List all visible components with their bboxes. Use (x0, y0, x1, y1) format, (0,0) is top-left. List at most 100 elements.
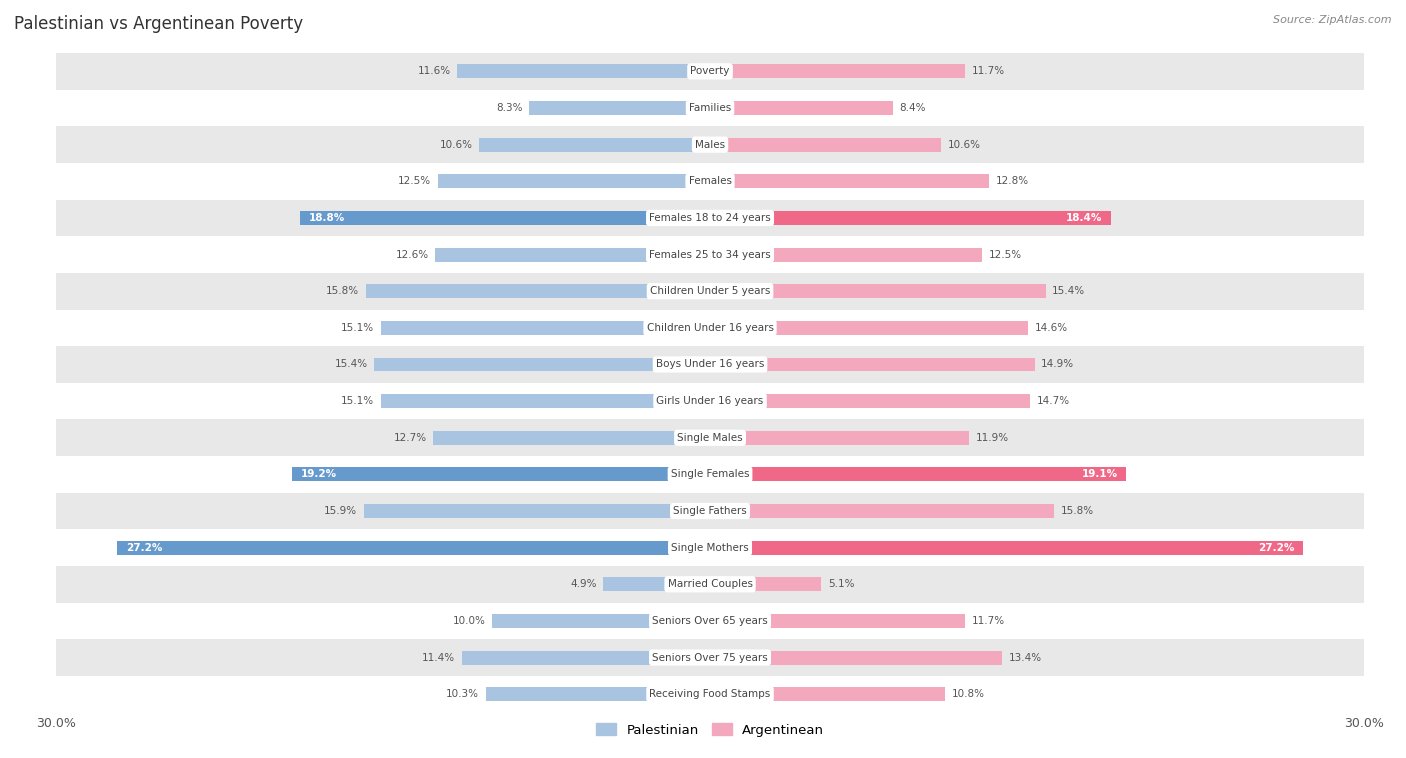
Bar (457, 64, 710, 78)
Text: 4.9%: 4.9% (571, 579, 596, 589)
Text: Receiving Food Stamps: Receiving Food Stamps (650, 689, 770, 699)
Text: Families: Families (689, 103, 731, 113)
Bar (461, 650, 710, 665)
Text: Males: Males (695, 139, 725, 149)
Text: Single Males: Single Males (678, 433, 742, 443)
Text: 19.1%: 19.1% (1081, 469, 1118, 479)
Bar (710, 211, 1111, 225)
Text: Females 25 to 34 years: Females 25 to 34 years (650, 249, 770, 259)
Bar (56, 236, 1364, 273)
Text: Children Under 5 years: Children Under 5 years (650, 287, 770, 296)
Bar (56, 419, 1364, 456)
Legend: Palestinian, Argentinean: Palestinian, Argentinean (591, 719, 830, 742)
Text: 18.8%: 18.8% (309, 213, 346, 223)
Bar (710, 614, 965, 628)
Bar (56, 639, 1364, 676)
Text: Boys Under 16 years: Boys Under 16 years (655, 359, 765, 369)
Text: Children Under 16 years: Children Under 16 years (647, 323, 773, 333)
Text: 15.9%: 15.9% (323, 506, 357, 516)
Bar (56, 163, 1364, 199)
Bar (56, 199, 1364, 236)
Text: 19.2%: 19.2% (301, 469, 336, 479)
Text: 11.7%: 11.7% (972, 67, 1005, 77)
Text: 11.6%: 11.6% (418, 67, 451, 77)
Text: 8.3%: 8.3% (496, 103, 523, 113)
Bar (710, 431, 969, 445)
Bar (291, 468, 710, 481)
Bar (56, 603, 1364, 639)
Bar (56, 493, 1364, 529)
Text: 11.9%: 11.9% (976, 433, 1010, 443)
Text: Seniors Over 75 years: Seniors Over 75 years (652, 653, 768, 662)
Bar (364, 504, 710, 518)
Text: Girls Under 16 years: Girls Under 16 years (657, 396, 763, 406)
Bar (56, 676, 1364, 713)
Bar (56, 529, 1364, 566)
Text: Seniors Over 65 years: Seniors Over 65 years (652, 616, 768, 626)
Text: Single Fathers: Single Fathers (673, 506, 747, 516)
Bar (437, 174, 710, 188)
Bar (710, 468, 1126, 481)
Bar (56, 89, 1364, 127)
Bar (374, 358, 710, 371)
Text: 10.8%: 10.8% (952, 689, 986, 699)
Bar (56, 127, 1364, 163)
Bar (56, 273, 1364, 309)
Bar (436, 248, 710, 262)
Bar (710, 248, 983, 262)
Bar (529, 101, 710, 115)
Text: Single Females: Single Females (671, 469, 749, 479)
Bar (381, 394, 710, 408)
Bar (56, 346, 1364, 383)
Text: 12.5%: 12.5% (988, 249, 1022, 259)
Bar (710, 321, 1028, 335)
Text: Poverty: Poverty (690, 67, 730, 77)
Bar (603, 578, 710, 591)
Bar (710, 578, 821, 591)
Text: 14.9%: 14.9% (1042, 359, 1074, 369)
Text: 15.4%: 15.4% (1052, 287, 1085, 296)
Text: 10.6%: 10.6% (948, 139, 980, 149)
Text: 14.7%: 14.7% (1038, 396, 1070, 406)
Text: 11.7%: 11.7% (972, 616, 1005, 626)
Text: 12.5%: 12.5% (398, 177, 432, 186)
Bar (492, 614, 710, 628)
Bar (381, 321, 710, 335)
Text: 15.1%: 15.1% (342, 323, 374, 333)
Bar (710, 688, 945, 701)
Bar (301, 211, 710, 225)
Bar (710, 394, 1031, 408)
Bar (117, 540, 710, 555)
Text: 15.8%: 15.8% (1062, 506, 1094, 516)
Text: Females: Females (689, 177, 731, 186)
Text: Source: ZipAtlas.com: Source: ZipAtlas.com (1274, 15, 1392, 25)
Bar (710, 284, 1046, 298)
Bar (56, 383, 1364, 419)
Bar (56, 456, 1364, 493)
Text: Females 18 to 24 years: Females 18 to 24 years (650, 213, 770, 223)
Text: 12.8%: 12.8% (995, 177, 1029, 186)
Text: 11.4%: 11.4% (422, 653, 456, 662)
Bar (710, 650, 1002, 665)
Text: 12.7%: 12.7% (394, 433, 427, 443)
Text: 15.8%: 15.8% (326, 287, 359, 296)
Text: 15.4%: 15.4% (335, 359, 368, 369)
Bar (366, 284, 710, 298)
Text: 14.6%: 14.6% (1035, 323, 1069, 333)
Text: 8.4%: 8.4% (900, 103, 927, 113)
Text: Single Mothers: Single Mothers (671, 543, 749, 553)
Bar (710, 138, 941, 152)
Text: 18.4%: 18.4% (1066, 213, 1102, 223)
Text: 12.6%: 12.6% (395, 249, 429, 259)
Bar (433, 431, 710, 445)
Bar (56, 566, 1364, 603)
Text: 27.2%: 27.2% (1258, 543, 1294, 553)
Bar (485, 688, 710, 701)
Bar (710, 174, 988, 188)
Text: Palestinian vs Argentinean Poverty: Palestinian vs Argentinean Poverty (14, 15, 304, 33)
Bar (56, 53, 1364, 89)
Bar (710, 64, 965, 78)
Bar (56, 309, 1364, 346)
Text: 10.6%: 10.6% (440, 139, 472, 149)
Text: 5.1%: 5.1% (828, 579, 855, 589)
